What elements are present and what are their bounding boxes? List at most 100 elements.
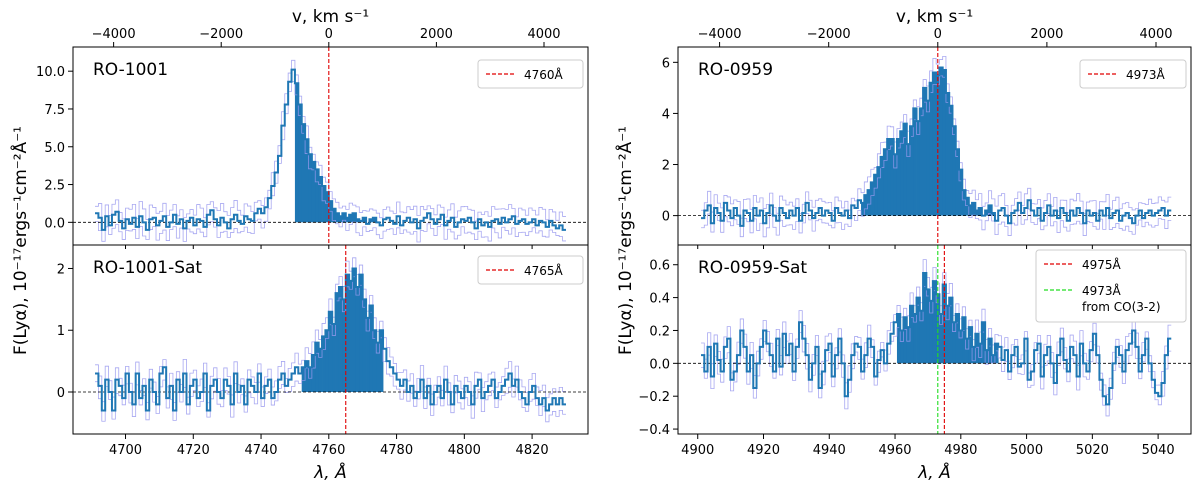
x-tick-label: 4780 (380, 443, 413, 458)
flux-step-line (701, 66, 1172, 227)
emission-bar (315, 169, 320, 223)
x-tick-label: 4980 (944, 443, 977, 458)
emission-bar (919, 108, 924, 216)
emission-bar (959, 330, 963, 364)
flux-step-line (701, 271, 1172, 406)
top-tick-label: 0 (934, 27, 942, 42)
emission-bar (985, 210, 989, 216)
top-axis-label: v, km s⁻¹ (896, 7, 973, 27)
emission-bar (923, 87, 927, 216)
emission-bar (301, 124, 306, 223)
legend-entry-label: 4975Å (1082, 257, 1122, 272)
panel-title: RO-1001-Sat (93, 258, 202, 278)
emission-bar (325, 330, 330, 392)
emission-bar (913, 108, 917, 216)
emission-bar (322, 336, 326, 392)
y-tick-label: 0.6 (649, 259, 670, 274)
y-axis-label: F(Lyα), 10⁻¹⁷ergs⁻¹cm⁻²Å⁻¹ (9, 126, 31, 355)
emission-bar (311, 161, 316, 223)
y-tick-label: 0.4 (649, 292, 670, 307)
emission-bar (325, 192, 330, 223)
emission-bar (900, 131, 904, 216)
emission-bar (939, 314, 944, 364)
legend-frame (1035, 249, 1187, 323)
y-tick-label: 0.2 (649, 324, 670, 339)
emission-bar (893, 154, 898, 216)
emission-bar (978, 207, 983, 216)
legend-entry-sublabel: from CO(3-2) (1082, 300, 1161, 314)
x-tick-label: 4700 (109, 443, 142, 458)
chart-left-column: 0.0 2.5 5.0 7.5 10.0 RO-1001 4760Å 0 1 2 RO-1001-S… (9, 7, 589, 483)
x-tick-label: 4940 (813, 443, 846, 458)
top-tick-label: −2000 (199, 27, 243, 42)
panel-frame (72, 244, 589, 435)
legend-entry-label: 4760Å (524, 67, 564, 82)
emission-bar (972, 202, 976, 216)
emission-bar (903, 317, 908, 364)
emission-bar (355, 219, 360, 223)
emission-bar (376, 342, 381, 392)
error-envelope-line (701, 286, 1172, 417)
emission-bar (301, 367, 306, 392)
x-tick-label: 4720 (177, 443, 210, 458)
y-tick-label: 7.5 (44, 103, 65, 118)
legend: 4973Å (1079, 59, 1187, 89)
emission-bar (975, 210, 979, 216)
emission-bar (345, 274, 350, 392)
emission-bar (900, 330, 904, 364)
emission-bar (906, 144, 911, 216)
emission-bar (305, 139, 309, 223)
emission-bar (988, 338, 993, 364)
emission-bar (294, 83, 299, 223)
legend-entry-label: 4765Å (524, 263, 564, 278)
top-tick-label: 2000 (420, 27, 453, 42)
x-tick-label: 5000 (1010, 443, 1043, 458)
emission-bar (932, 281, 937, 364)
emission-bar (318, 348, 323, 392)
emission-bar (867, 190, 872, 216)
emission-bar (968, 205, 973, 216)
emission-bar (994, 343, 999, 364)
emission-bar (342, 213, 347, 223)
y-tick-label: 4 (662, 107, 670, 122)
emission-bar (965, 197, 970, 216)
emission-bar (968, 327, 973, 364)
top-tick-label: 4000 (527, 27, 560, 42)
emission-bar (305, 361, 309, 392)
emission-bar (870, 182, 875, 216)
x-tick-label: 5040 (1142, 443, 1175, 458)
y-tick-label: 0.0 (44, 216, 65, 231)
emission-bar (328, 311, 333, 392)
y-axis-label: F(Lyα), 10⁻¹⁷ergs⁻¹cm⁻²Å⁻¹ (614, 126, 636, 355)
emission-bar (939, 67, 944, 216)
emission-bar (945, 92, 950, 216)
emission-bar (359, 274, 364, 392)
emission-bar (952, 126, 957, 216)
y-tick-label: 5.0 (44, 141, 65, 156)
emission-bar (972, 346, 976, 364)
emission-bar (910, 126, 914, 216)
emission-bar (315, 342, 320, 392)
emission-bar (991, 355, 996, 364)
flux-step-line (95, 267, 566, 412)
y-tick-label: −0.2 (638, 390, 670, 405)
emission-bar (926, 100, 931, 216)
panel-ro-0959: 0 2 4 6 RO-0959 4973Å (662, 46, 1192, 246)
x-tick-label: 4800 (448, 443, 481, 458)
emission-bar (985, 350, 989, 364)
emission-bar (883, 149, 888, 216)
emission-bar (864, 195, 868, 216)
emission-bar (978, 343, 983, 364)
y-tick-label: 1 (57, 324, 65, 339)
panel-ro-1001: 0.0 2.5 5.0 7.5 10.0 RO-1001 4760Å (36, 46, 589, 246)
x-tick-label: 4740 (244, 443, 277, 458)
emission-bar (906, 327, 911, 364)
emission-bar (962, 190, 966, 216)
flux-step-line (95, 68, 566, 231)
x-tick-label: 4920 (747, 443, 780, 458)
emission-bar (379, 330, 384, 392)
emission-bar (955, 149, 960, 216)
y-tick-label: 6 (662, 56, 670, 71)
error-envelope-line (701, 75, 1172, 238)
